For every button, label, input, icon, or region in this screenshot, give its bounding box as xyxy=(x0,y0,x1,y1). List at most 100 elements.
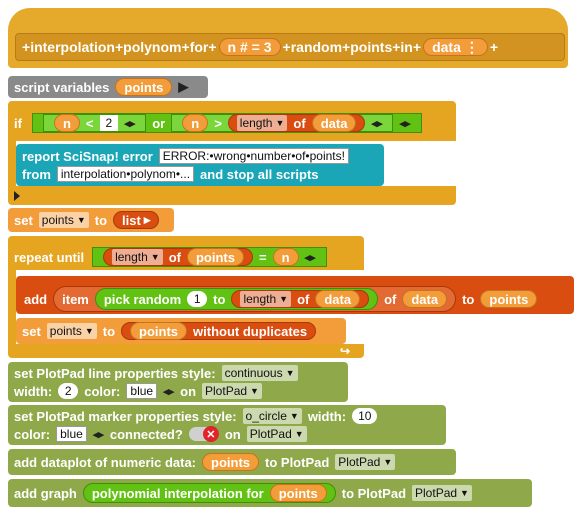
color-input[interactable]: blue xyxy=(126,383,158,399)
dropdown-arrow-icon: ▼ xyxy=(250,386,259,396)
add-dataplot-block[interactable]: add dataplot of numeric data: points to … xyxy=(8,449,456,475)
arrow-right-icon[interactable]: ▶ xyxy=(178,79,189,94)
hat-word-interpolation: interpolation xyxy=(30,39,115,55)
width-label: width: xyxy=(14,383,53,399)
list-type-icon: ⋮ xyxy=(464,38,479,55)
variadic-arrows-icon[interactable]: ◂▸ xyxy=(304,251,316,264)
dropdown-arrow-icon: ▼ xyxy=(150,252,160,262)
var-n[interactable]: n xyxy=(272,248,299,266)
error-message-input[interactable]: ERROR:•wrong•number•of•points! xyxy=(158,148,349,164)
without-duplicates-reporter[interactable]: points without duplicates xyxy=(121,322,317,340)
var-points[interactable]: points xyxy=(269,484,327,502)
plus-icon[interactable]: + xyxy=(208,39,217,55)
arrow-right-icon[interactable]: ▸ xyxy=(143,212,151,227)
variadic-arrows-icon[interactable]: ◂▸ xyxy=(163,385,175,398)
var-data[interactable]: data xyxy=(315,290,361,308)
script-var-points[interactable]: points xyxy=(115,78,173,96)
var-points[interactable]: points xyxy=(186,248,244,266)
add-item-block[interactable]: add item pick random 1 to length ▼ of dat… xyxy=(16,276,574,314)
length-of-points-reporter[interactable]: length ▼ of points xyxy=(103,248,253,266)
line-style-dropdown[interactable]: continuous ▼ xyxy=(221,365,298,381)
length-dropdown[interactable]: length ▼ xyxy=(236,115,288,131)
set-points-without-duplicates-block[interactable]: set points ▼ to points without duplicates xyxy=(16,318,346,344)
param-data[interactable]: data ⋮ xyxy=(423,38,488,56)
marker-props-label: set PlotPad marker properties style: xyxy=(14,408,237,424)
variadic-arrows-icon[interactable]: ◂▸ xyxy=(399,117,411,130)
connected-toggle[interactable]: ✕ xyxy=(188,426,219,442)
to-plotpad-label: to PlotPad xyxy=(341,485,407,501)
marker-style-dropdown[interactable]: o_circle ▼ xyxy=(242,408,302,424)
hat-word-polynom: polynom xyxy=(123,39,182,55)
length-dropdown[interactable]: length ▼ xyxy=(112,249,163,265)
to-label: to xyxy=(213,291,226,307)
variadic-arrows-icon[interactable]: ◂▸ xyxy=(92,428,104,441)
length-dropdown[interactable]: length ▼ xyxy=(240,291,292,307)
var-data[interactable]: data xyxy=(311,114,357,132)
length-of-data-reporter[interactable]: length ▼ of data xyxy=(227,114,366,132)
length-of-data-reporter[interactable]: length ▼ of data xyxy=(231,290,370,308)
set-label: set xyxy=(22,323,41,339)
dropdown-arrow-icon: ▼ xyxy=(460,488,469,498)
param-n[interactable]: n # = 3 xyxy=(218,38,281,56)
equals-condition[interactable]: length ▼ of points = n ◂▸ xyxy=(92,247,327,267)
of-label: of xyxy=(168,249,181,265)
plotpad-marker-properties-block[interactable]: set PlotPad marker properties style: o_c… xyxy=(8,405,446,445)
add-graph-label: add graph xyxy=(14,485,77,501)
item-of-reporter[interactable]: item pick random 1 to length ▼ of data of… xyxy=(53,286,457,312)
from-label: from xyxy=(22,166,51,182)
var-points[interactable]: points xyxy=(480,290,538,308)
var-n[interactable]: n xyxy=(182,114,209,132)
number-input-one[interactable]: 1 xyxy=(187,291,208,307)
plus-icon[interactable]: + xyxy=(114,39,124,55)
var-dropdown[interactable]: points ▼ xyxy=(38,212,89,228)
plotpad-line-properties-block[interactable]: set PlotPad line properties style: conti… xyxy=(8,362,348,402)
greater-than-condition[interactable]: n > length ▼ of data ◂▸ xyxy=(171,114,394,132)
of-label: of xyxy=(297,291,310,307)
var-n[interactable]: n xyxy=(53,114,80,132)
plus-icon[interactable]: + xyxy=(342,39,351,55)
var-points[interactable]: points xyxy=(202,453,260,471)
plus-icon[interactable]: + xyxy=(392,39,401,55)
dropdown-arrow-icon: ▼ xyxy=(383,457,393,467)
color-input[interactable]: blue xyxy=(56,426,87,442)
script-variables-label: script variables xyxy=(14,79,110,95)
var-dropdown[interactable]: points ▼ xyxy=(46,323,97,339)
add-graph-block[interactable]: add graph polynomial interpolation for p… xyxy=(8,479,532,507)
plus-icon[interactable]: + xyxy=(181,39,190,55)
marker-width-input[interactable]: 10 xyxy=(352,408,378,424)
plus-icon[interactable]: + xyxy=(22,39,31,55)
variadic-arrows-icon[interactable]: ◂▸ xyxy=(124,117,136,130)
dropdown-arrow-icon: ▼ xyxy=(285,368,295,378)
plotpad-target-dropdown[interactable]: PlotPad ▼ xyxy=(335,454,396,470)
color-label: color: xyxy=(14,426,51,442)
list-label: list xyxy=(122,212,141,228)
plotpad-target-dropdown[interactable]: PlotPad ▼ xyxy=(412,485,472,501)
width-input[interactable]: 2 xyxy=(58,383,79,399)
var-data[interactable]: data xyxy=(402,290,448,308)
plus-icon[interactable]: + xyxy=(489,39,499,55)
line-props-label: set PlotPad line properties style: xyxy=(14,365,216,381)
or-condition[interactable]: n < 2 ◂▸ or n > length ▼ of data ◂▸ ◂▸ xyxy=(31,113,422,133)
to-label: to xyxy=(462,291,475,307)
dropdown-arrow-icon: ▼ xyxy=(279,294,289,304)
from-input[interactable]: interpolation•polynom•... xyxy=(56,166,195,182)
plotpad-target-dropdown[interactable]: PlotPad ▼ xyxy=(202,383,262,399)
plotpad-target-dropdown[interactable]: PlotPad ▼ xyxy=(246,426,307,442)
param-data-label: data xyxy=(432,39,461,55)
scisnap-error-block[interactable]: report SciSnap! error ERROR:•wrong•numbe… xyxy=(16,144,384,186)
polynomial-interpolation-label: polynomial interpolation for xyxy=(91,485,264,501)
polynomial-interpolation-reporter[interactable]: polynomial interpolation for points xyxy=(82,483,336,503)
gt-operator: > xyxy=(214,115,222,131)
plus-icon[interactable]: + xyxy=(282,39,291,55)
less-than-condition[interactable]: n < 2 ◂▸ xyxy=(42,114,147,132)
set-points-to-list-block[interactable]: set points ▼ to list ▸ xyxy=(8,208,174,232)
variadic-arrows-icon[interactable]: ◂▸ xyxy=(371,117,383,130)
number-input-two[interactable]: 2 xyxy=(99,115,119,131)
var-points[interactable]: points xyxy=(130,322,188,340)
pick-random-reporter[interactable]: pick random 1 to length ▼ of data xyxy=(94,288,379,310)
script-variables-block[interactable]: script variables points ▶ xyxy=(8,76,208,98)
custom-block-prototype[interactable]: + interpolation + polynom + for + n # = … xyxy=(15,33,565,61)
on-label: on xyxy=(224,426,241,442)
list-reporter[interactable]: list ▸ xyxy=(113,211,160,229)
plus-icon[interactable]: + xyxy=(412,39,422,55)
